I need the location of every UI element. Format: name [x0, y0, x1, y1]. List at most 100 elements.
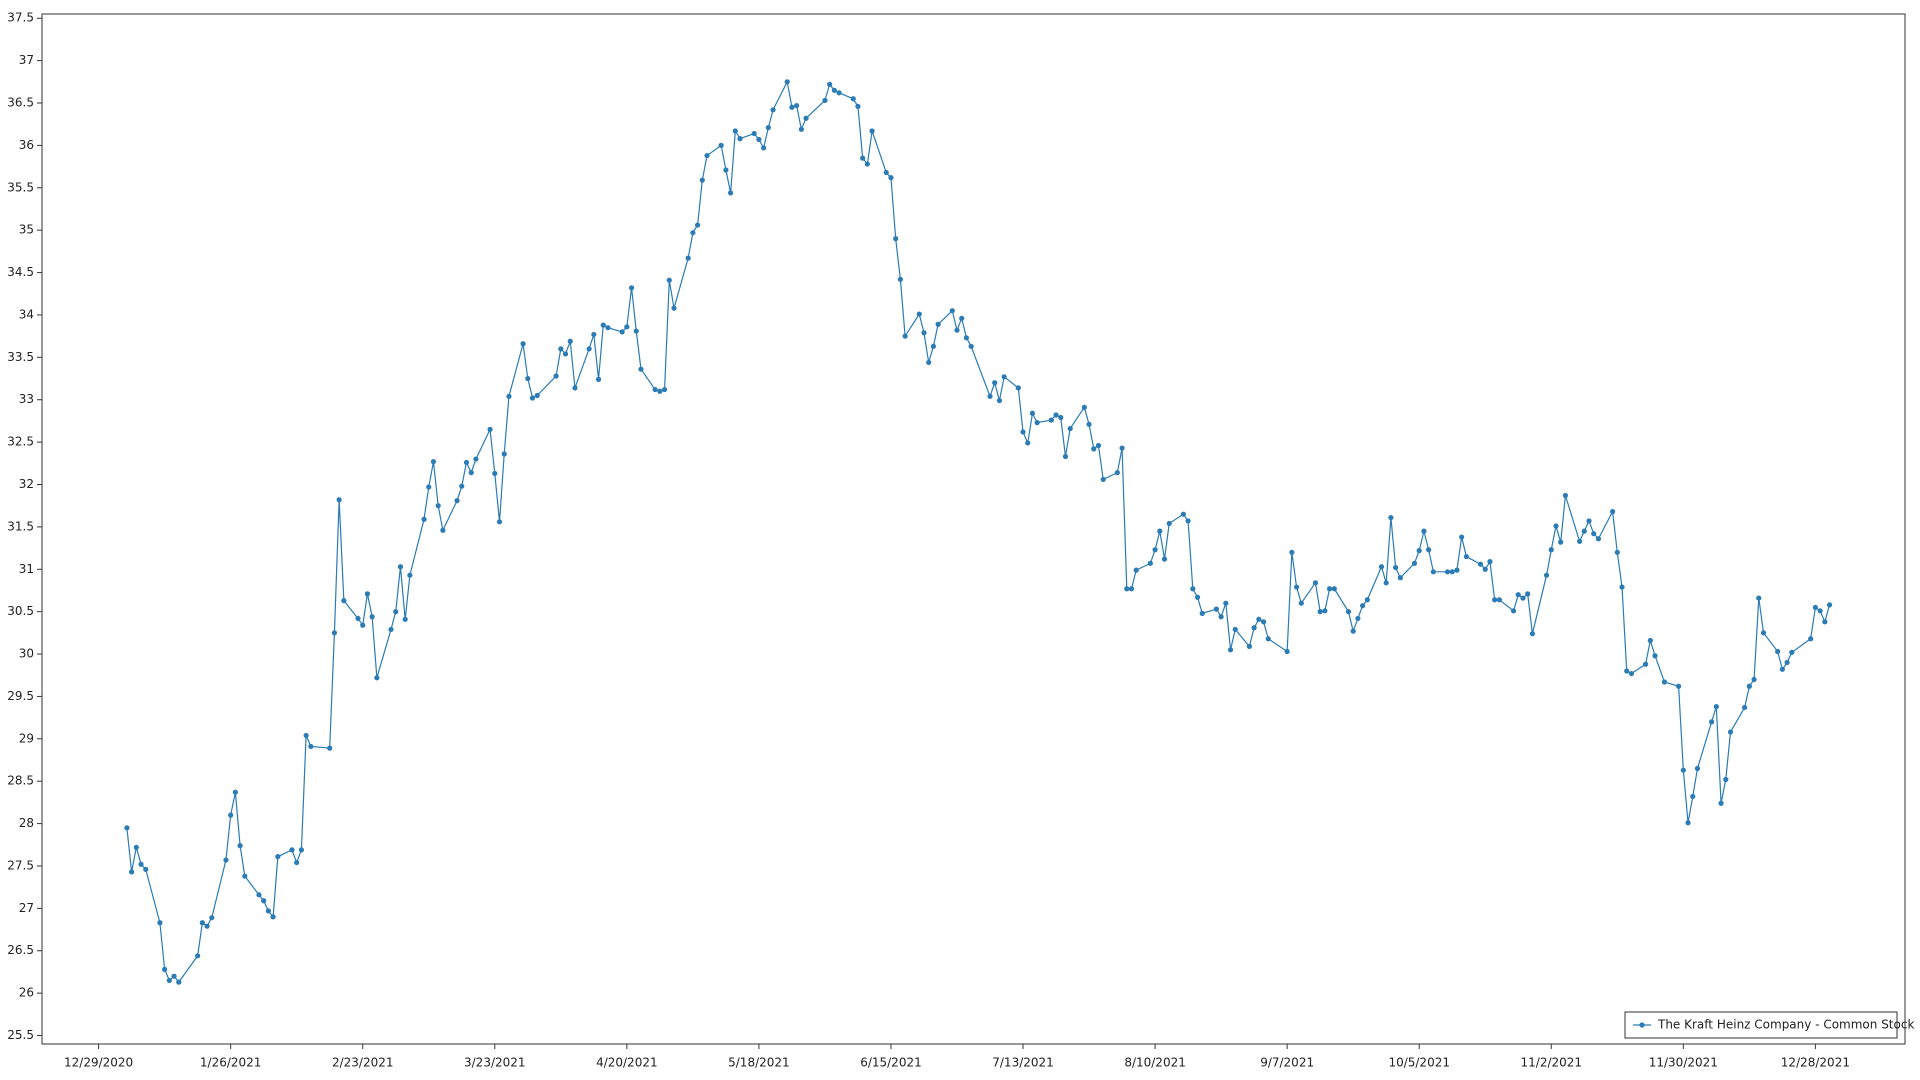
- data-point: [930, 343, 937, 349]
- data-point: [831, 87, 837, 93]
- data-point: [468, 470, 474, 476]
- data-point: [1694, 765, 1701, 772]
- data-point: [1742, 704, 1748, 711]
- y-tick-label: 35.5: [7, 180, 34, 194]
- data-point: [553, 373, 559, 379]
- data-point: [435, 503, 441, 509]
- x-tick-label: 3/23/2021: [464, 1056, 526, 1070]
- y-tick-label: 37: [19, 53, 34, 67]
- data-point: [968, 343, 974, 349]
- y-tick-label: 37.5: [7, 11, 34, 25]
- data-point: [1826, 602, 1833, 608]
- data-point: [685, 255, 691, 261]
- data-point: [869, 128, 875, 134]
- data-point: [525, 375, 531, 382]
- data-point: [459, 483, 465, 489]
- data-point: [789, 104, 795, 110]
- data-point: [1166, 520, 1172, 527]
- data-point: [496, 519, 503, 525]
- data-point: [501, 451, 507, 457]
- data-point: [157, 920, 163, 926]
- data-point: [657, 388, 663, 394]
- data-point: [426, 484, 432, 490]
- data-point: [897, 276, 903, 282]
- data-point: [303, 732, 309, 739]
- data-point: [1190, 586, 1196, 592]
- y-tick-label: 33: [19, 392, 34, 406]
- data-point: [1312, 580, 1319, 586]
- data-point: [1619, 584, 1625, 590]
- data-point: [1817, 608, 1823, 614]
- data-point: [1709, 719, 1715, 725]
- data-point: [935, 321, 941, 327]
- data-point: [1586, 518, 1592, 524]
- data-point: [369, 614, 375, 620]
- x-tick-label: 10/5/2021: [1388, 1056, 1450, 1070]
- data-point: [1355, 615, 1361, 622]
- y-tick-label: 36.5: [7, 96, 34, 110]
- data-point: [1360, 603, 1366, 609]
- data-point: [558, 346, 564, 352]
- data-point: [1020, 429, 1026, 435]
- data-point: [718, 142, 724, 148]
- data-point: [1260, 619, 1267, 625]
- data-point: [265, 908, 271, 914]
- data-point: [619, 329, 625, 335]
- y-tick-label: 32.5: [7, 435, 34, 449]
- data-point: [223, 857, 229, 863]
- data-point: [1251, 625, 1257, 631]
- data-point: [407, 572, 413, 578]
- data-point: [1029, 410, 1036, 416]
- y-tick-label: 32: [19, 477, 34, 491]
- data-point: [289, 847, 295, 853]
- data-point: [1256, 616, 1262, 622]
- data-point: [463, 459, 470, 466]
- data-point: [1576, 538, 1583, 544]
- data-point: [694, 222, 701, 228]
- data-point: [888, 175, 894, 181]
- data-point: [728, 190, 734, 196]
- data-point: [671, 305, 677, 311]
- legend-label: The Kraft Heinz Company - Common Stock: [1657, 1018, 1914, 1032]
- y-tick-label: 36: [19, 138, 34, 152]
- data-point: [1746, 683, 1752, 689]
- data-point: [699, 177, 705, 183]
- data-point: [605, 325, 611, 331]
- data-point: [143, 866, 149, 872]
- data-point: [916, 311, 922, 317]
- data-point: [798, 126, 804, 132]
- data-point: [1482, 566, 1488, 572]
- data-point: [737, 136, 743, 142]
- data-point: [298, 847, 305, 853]
- data-point: [1477, 561, 1484, 567]
- y-tick-label: 29.5: [7, 689, 34, 703]
- data-point: [595, 376, 602, 382]
- data-point: [1350, 628, 1356, 634]
- data-point: [294, 859, 300, 866]
- data-point: [704, 152, 710, 159]
- data-point: [360, 622, 366, 628]
- data-point: [1496, 597, 1502, 603]
- x-tick-label: 6/15/2021: [860, 1056, 922, 1070]
- data-point: [1515, 592, 1521, 598]
- data-point: [1284, 648, 1290, 655]
- data-point: [652, 386, 658, 393]
- data-point: [1426, 547, 1432, 553]
- data-point: [397, 564, 404, 570]
- legend: The Kraft Heinz Company - Common Stock: [1624, 1011, 1914, 1039]
- data-point: [1525, 591, 1531, 597]
- data-point: [1345, 609, 1352, 615]
- data-point: [242, 873, 248, 879]
- data-point: [364, 591, 371, 597]
- data-point: [1383, 580, 1389, 586]
- data-point: [666, 277, 672, 283]
- data-point: [199, 920, 205, 926]
- data-point: [256, 892, 262, 898]
- data-point: [204, 923, 210, 929]
- data-point: [1562, 492, 1569, 499]
- data-point: [893, 236, 899, 242]
- data-point: [1727, 729, 1734, 735]
- data-point: [1067, 425, 1073, 432]
- y-tick-label: 29: [19, 731, 34, 745]
- data-point: [1114, 470, 1120, 476]
